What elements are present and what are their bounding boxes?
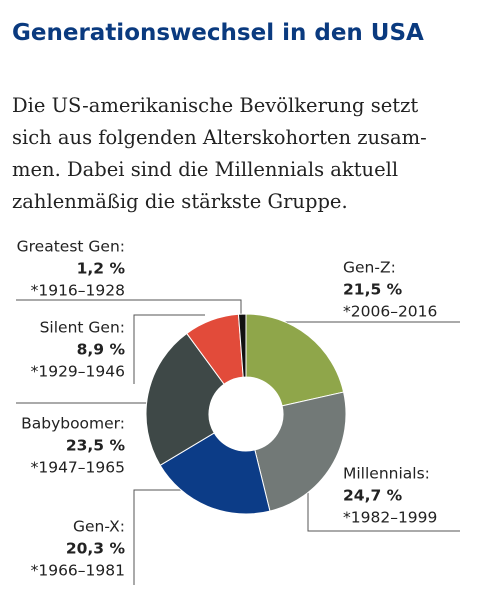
value-label: 21,5 %: [343, 281, 403, 299]
value-label: 20,3 %: [66, 540, 126, 558]
period-label: *1966–1981: [31, 562, 125, 580]
subtitle-line: zahlenmäßig die stärkste Gruppe.: [12, 190, 348, 213]
category-label: Babyboomer:: [21, 415, 125, 433]
value-label: 8,9 %: [77, 341, 126, 359]
pie-slice: [237, 313, 247, 378]
category-label: Millennials:: [343, 465, 430, 483]
pie-slice: [254, 391, 347, 512]
subtitle-line: men. Dabei sind die Millennials aktuell: [12, 158, 398, 181]
category-label: Greatest Gen:: [17, 238, 125, 256]
category-label: Silent Gen:: [40, 319, 125, 337]
period-label: *1916–1928: [31, 282, 125, 300]
value-label: 23,5 %: [66, 437, 126, 455]
period-label: *1982–1999: [343, 509, 437, 527]
value-label: 24,7 %: [343, 487, 403, 505]
category-label: Gen-Z:: [343, 259, 396, 277]
subtitle-line: sich aus folgenden Alterskohorten zusam-: [12, 126, 427, 149]
category-label: Gen-X:: [73, 518, 125, 536]
period-label: *1947–1965: [31, 459, 125, 477]
pie-slice: [145, 332, 225, 466]
subtitle-line: Die US-amerikanische Bevölkerung setzt: [12, 94, 418, 117]
chart-title: Generationswechsel in den USA: [12, 20, 424, 46]
period-label: *2006–2016: [343, 303, 437, 321]
pie-slice: [245, 313, 345, 407]
pie-slice: [159, 432, 271, 515]
period-label: *1929–1946: [31, 363, 125, 381]
value-label: 1,2 %: [77, 260, 126, 278]
